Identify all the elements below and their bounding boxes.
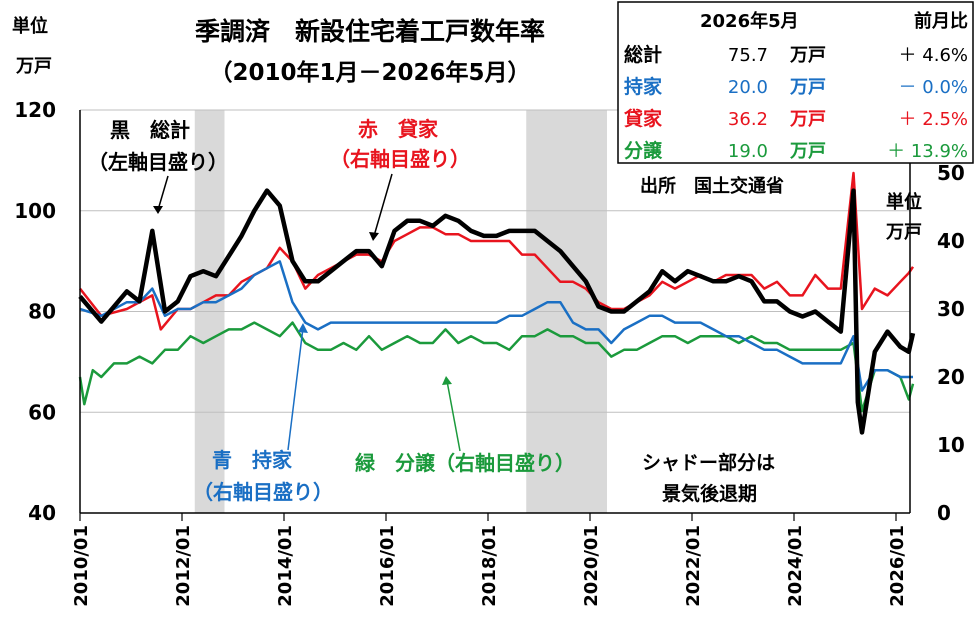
- right-unit-label-2: 万戸: [885, 222, 922, 243]
- row-owner-unit: 万戸: [789, 77, 826, 98]
- table-change-header: 前月比: [914, 10, 968, 32]
- annotation-blue-arrowhead: [298, 323, 308, 333]
- row-rental-value: 36.2: [728, 109, 768, 130]
- annotation-green: 緑 分譲（右軸目盛り）: [355, 376, 575, 475]
- annotation-red-line1: 赤 貸家: [358, 117, 439, 141]
- x-tick-2022/01: 2022/01: [683, 525, 704, 607]
- row-condo-unit: 万戸: [789, 141, 826, 162]
- left-unit-label-1: 単位: [12, 15, 48, 37]
- x-tick-2024/01: 2024/01: [785, 525, 806, 607]
- right-tick-50: 50: [937, 161, 965, 185]
- annotation-black-line1: 黒 総計: [110, 118, 190, 142]
- row-owner-value: 20.0: [728, 77, 768, 98]
- row-condo-change: ＋ 13.9%: [887, 141, 968, 162]
- x-tick-2018/01: 2018/01: [479, 525, 500, 607]
- row-condo-name: 分譲: [624, 139, 663, 162]
- right-unit-label-1: 単位: [886, 191, 922, 213]
- row-owner-change: － 0.0%: [899, 77, 968, 98]
- x-tick-2012/01: 2012/01: [173, 525, 194, 607]
- shade-note-line1: シャドー部分は: [642, 451, 775, 474]
- x-tick-2026/01: 2026/01: [887, 525, 908, 607]
- left-tick-100: 100: [14, 199, 56, 223]
- series-line-分譲: [78, 321, 915, 413]
- right-tick-20: 20: [937, 365, 965, 389]
- series-line-持家: [79, 260, 913, 392]
- summary-table-box: [617, 1, 974, 164]
- annotation-black-arrow: [157, 175, 169, 211]
- row-total-value: 75.7: [728, 45, 768, 66]
- row-rental-name: 貸家: [623, 107, 663, 130]
- left-unit-label-2: 万戸: [15, 56, 52, 77]
- right-tick-10: 10: [937, 433, 965, 457]
- right-tick-30: 30: [937, 297, 965, 321]
- annotation-red: 赤 貸家 （右軸目盛り）: [330, 117, 470, 241]
- left-tick-60: 60: [28, 400, 56, 424]
- axes: [79, 110, 911, 514]
- annotation-black-line2: （左軸目盛り）: [88, 150, 228, 174]
- x-tick-2014/01: 2014/01: [275, 525, 296, 607]
- series-line-総計: [78, 188, 916, 435]
- x-tick-2020/01: 2020/01: [581, 525, 602, 607]
- right-tick-0: 0: [937, 501, 951, 525]
- row-total-change: ＋ 4.6%: [899, 45, 968, 66]
- row-rental-unit: 万戸: [789, 109, 826, 130]
- annotation-black-arrowhead: [153, 206, 163, 214]
- right-tick-40: 40: [937, 229, 965, 253]
- tick-labels: 40 60 80 100 120 0 10 20 30 40 50 2010/01 2012/01 201…: [14, 98, 965, 607]
- annotation-blue-line2: （右軸目盛り）: [193, 480, 333, 504]
- row-total-unit: 万戸: [789, 45, 826, 66]
- annotation-blue-line1: 青 持家: [212, 448, 293, 472]
- left-tick-120: 120: [14, 98, 56, 122]
- series-line-貸家: [79, 171, 915, 331]
- source-label: 出所 国土交通省: [640, 175, 784, 197]
- row-total-name: 総計: [624, 43, 662, 66]
- annotation-black: 黒 総計 （左軸目盛り）: [88, 118, 228, 214]
- annotation-green-line1: 緑 分譲（右軸目盛り）: [355, 451, 575, 475]
- left-tick-80: 80: [28, 300, 56, 324]
- annotation-green-arrow: [446, 380, 461, 452]
- row-condo-value: 19.0: [728, 141, 768, 162]
- shade-note-line2: 景気後退期: [662, 482, 757, 505]
- chart-title: 季調済 新設住宅着工戸数年率: [195, 17, 545, 46]
- series-lines: [78, 171, 916, 435]
- annotation-red-arrowhead: [369, 232, 379, 241]
- left-tick-40: 40: [28, 501, 56, 525]
- x-tick-2016/01: 2016/01: [377, 525, 398, 607]
- summary-table: 2026年5月 前月比 総計 75.7 万戸 ＋ 4.6% 持家 20.0 万戸…: [617, 1, 974, 164]
- annotation-red-line2: （右軸目盛り）: [330, 147, 470, 171]
- table-date: 2026年5月: [700, 10, 799, 32]
- annotation-blue-arrow: [287, 327, 304, 451]
- chart-subtitle: （2010年1月－2026年5月）: [209, 59, 530, 86]
- annotation-green-arrowhead: [442, 376, 452, 385]
- x-tick-2010/01: 2010/01: [71, 525, 92, 607]
- row-rental-change: ＋ 2.5%: [899, 109, 968, 130]
- row-owner-name: 持家: [624, 75, 663, 98]
- annotation-red-arrow: [373, 173, 393, 237]
- annotation-blue: 青 持家 （右軸目盛り）: [193, 323, 333, 504]
